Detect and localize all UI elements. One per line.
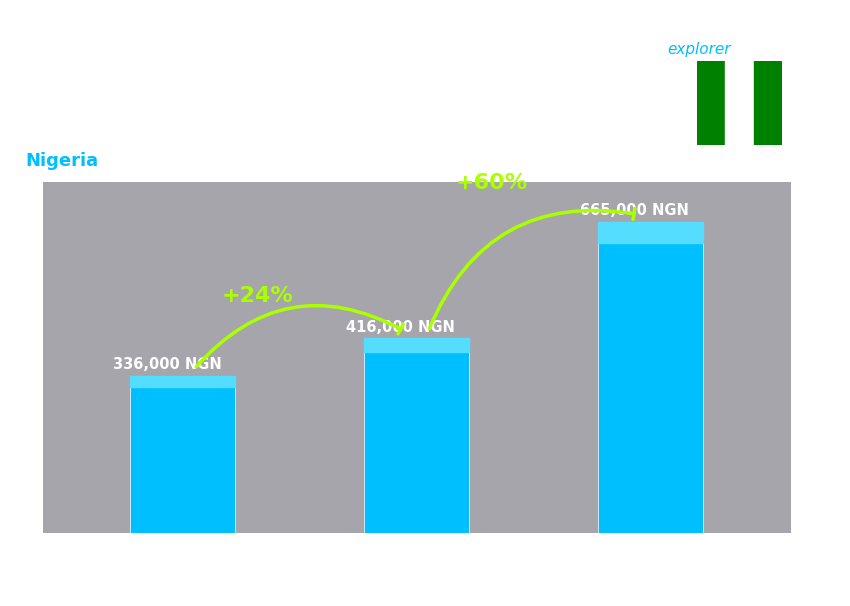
Bar [130, 376, 235, 387]
Bar [697, 61, 725, 145]
Text: Average Monthly Salary: Average Monthly Salary [812, 228, 824, 378]
Bar [364, 338, 469, 352]
Text: 416,000 NGN: 416,000 NGN [347, 319, 456, 335]
Text: Salary Comparison By Education: Salary Comparison By Education [26, 42, 582, 72]
Text: salary: salary [612, 42, 658, 58]
Bar [130, 376, 235, 533]
Text: +60%: +60% [456, 173, 527, 193]
Text: .com: .com [738, 42, 775, 58]
Text: 665,000 NGN: 665,000 NGN [580, 203, 689, 218]
Text: Hydrologist: Hydrologist [26, 109, 137, 128]
Text: 336,000 NGN: 336,000 NGN [112, 357, 221, 372]
Text: +24%: +24% [222, 286, 293, 306]
Bar [754, 61, 782, 145]
Bar [598, 222, 703, 244]
Text: Nigeria: Nigeria [26, 152, 99, 170]
Bar [364, 338, 469, 533]
Text: explorer: explorer [667, 42, 731, 58]
Bar [598, 222, 703, 533]
Bar [725, 61, 754, 145]
